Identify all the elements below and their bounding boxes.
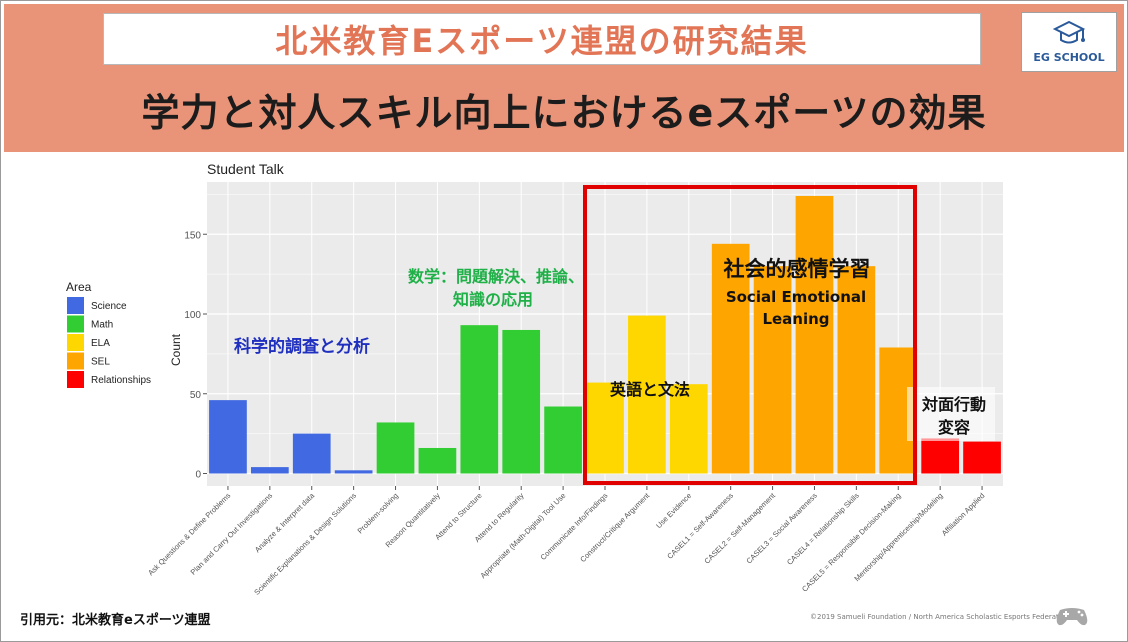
x-tick-label: Ask Questions & Define Problems: [146, 491, 232, 577]
annotation-ela: 英語と文法: [609, 380, 690, 399]
x-tick-label: Communicate Info/Findings: [538, 491, 609, 562]
x-tick-label: Problem-solving: [356, 491, 400, 535]
bar: [460, 325, 499, 474]
bar: [628, 315, 666, 474]
bar: [586, 382, 624, 474]
bar: [921, 438, 960, 474]
bar: [209, 400, 247, 474]
bar: [418, 447, 457, 474]
annotation-relationships-line1: 対面行動: [921, 395, 986, 414]
bar: [250, 467, 289, 474]
legend-swatch: [67, 352, 84, 370]
legend-label: Math: [91, 320, 113, 331]
x-tick-label: Appropriate (Math-Digital) Tool Use: [478, 491, 567, 580]
bars: [209, 195, 1001, 474]
annotation-science: 科学的調査と分析: [234, 336, 370, 357]
legend-label: Relationships: [91, 375, 151, 386]
eg-school-logo: EG SCHOOL: [1021, 12, 1117, 72]
bar: [963, 441, 1001, 474]
x-tick-label: Construct/Critique Argument: [578, 490, 652, 564]
legend: Area Science Math ELA SEL Relationships: [66, 280, 151, 388]
annotation-sel-en-line1: Social Emotional: [726, 288, 866, 306]
x-tick-label: Mentorship/Apprenticeship/Modeling: [852, 491, 944, 583]
y-axis: 0 50 100 150: [184, 230, 207, 481]
bar: [544, 406, 582, 474]
legend-swatch: [67, 297, 84, 314]
citation-text: 引用元：北米教育eスポーツ連盟: [20, 613, 211, 628]
bar: [711, 243, 750, 474]
bar: [837, 266, 876, 474]
annotation-math-line2: 知識の応用: [453, 290, 533, 309]
y-tick-label: 0: [195, 470, 201, 481]
x-tick-label: CASEL3 = Social Awareness: [744, 491, 819, 566]
annotation-relationships-line2: 変容: [938, 418, 970, 437]
annotation-sel-en-line2: Leaning: [762, 310, 829, 328]
title-box: 北米教育Eスポーツ連盟の研究結果: [103, 13, 981, 65]
bar: [502, 329, 541, 474]
annotation-sel-jp: 社会的感情学習: [723, 257, 871, 281]
x-tick-label: Plan and Carry Out Investigations: [189, 491, 275, 577]
logo-text: EG SCHOOL: [1033, 51, 1105, 64]
x-tick-label: Use Evidence: [654, 491, 693, 530]
x-tick-label: CASEL4 = Relationship Skills: [785, 491, 861, 567]
legend-label: SEL: [91, 357, 110, 368]
bar: [292, 433, 331, 474]
bar: [669, 384, 708, 474]
sel-highlight-box: [583, 185, 917, 485]
legend-swatch: [67, 315, 84, 333]
relationships-label-bg: [907, 387, 995, 441]
bar: [334, 470, 373, 474]
legend-swatch: [67, 334, 84, 351]
legend-label: ELA: [91, 338, 110, 349]
gamepad-icon: [1056, 608, 1088, 626]
copyright-text: ©2019 Samueli Foundation / North America…: [810, 613, 1070, 621]
legend-label: Science: [91, 301, 127, 312]
legend-swatch: [67, 371, 84, 388]
y-tick-label: 50: [190, 390, 202, 401]
chart-title: Student Talk: [207, 161, 285, 177]
x-tick-label: CASEL2 = Self-Management: [702, 490, 777, 565]
bar: [753, 266, 792, 474]
slide-title: 北米教育Eスポーツ連盟の研究結果: [275, 22, 809, 60]
y-tick-label: 150: [184, 230, 201, 241]
y-axis-label: Count: [169, 333, 183, 366]
slide-subtitle: 学力と対人スキル向上におけるeスポーツの効果: [141, 91, 987, 135]
graduation-cap-icon: [1052, 20, 1086, 44]
legend-title: Area: [66, 280, 92, 294]
annotation-math-line1: 数学：問題解決、推論、: [408, 267, 584, 286]
bar: [376, 422, 415, 474]
bar: [795, 195, 834, 474]
y-tick-label: 100: [184, 310, 201, 321]
x-tick-label: Affiliation Applied: [940, 491, 987, 538]
